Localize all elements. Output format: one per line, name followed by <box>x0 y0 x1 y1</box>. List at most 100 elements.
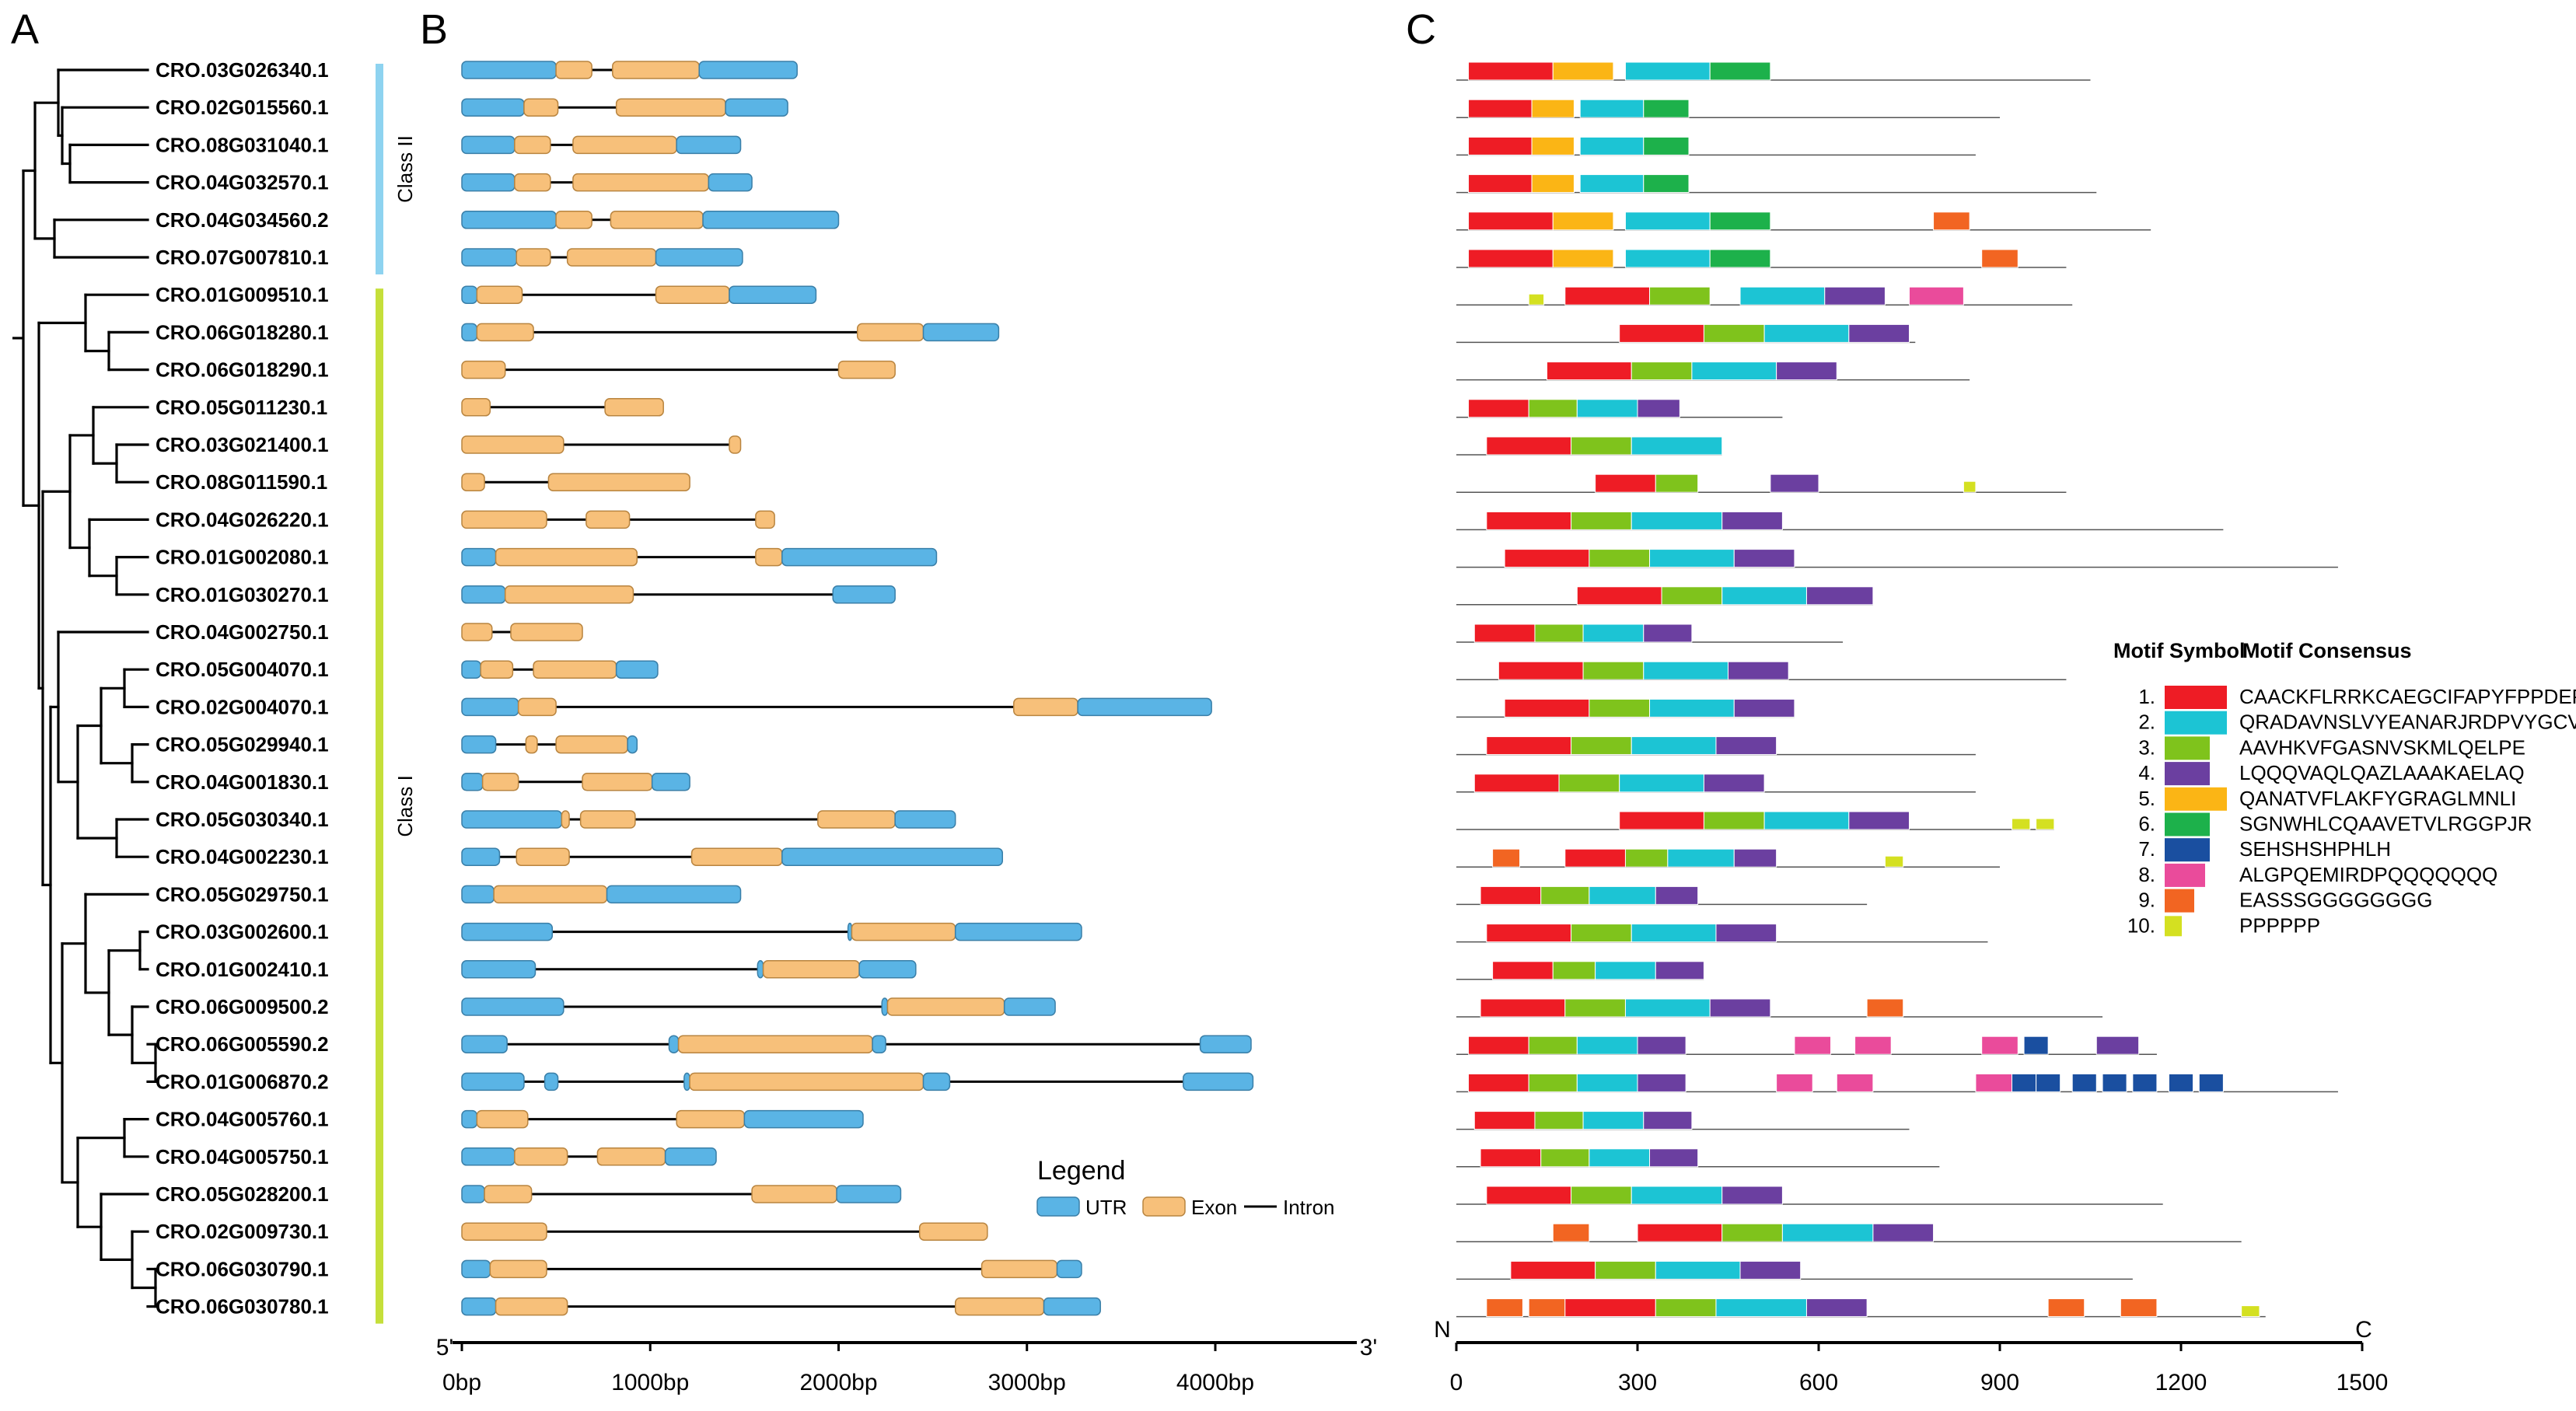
utr-segment <box>461 211 557 229</box>
motif-2-box <box>1589 1148 1651 1168</box>
motif-2-box <box>1589 885 1656 905</box>
motif-4-box <box>1655 961 1704 980</box>
motif-row <box>1456 549 2338 568</box>
motif-2-box <box>1649 698 1735 718</box>
motif-4-box <box>1721 1186 1783 1205</box>
utr-segment <box>1003 997 1056 1016</box>
utr-segment <box>461 173 516 192</box>
motif-2-box <box>1579 136 1645 155</box>
gene-structure-row <box>461 885 742 904</box>
utr-segment <box>702 211 840 229</box>
gene-label: CRO.01G002410.1 <box>156 958 329 981</box>
gene-structure-row <box>461 1072 1254 1091</box>
gene-structure-row <box>461 1222 988 1241</box>
panel-c-letter: C <box>1406 6 1436 53</box>
motif-6-box <box>1643 174 1690 194</box>
exon-segment <box>555 61 592 79</box>
motif-6-box <box>1709 249 1771 268</box>
motif-3-box <box>1564 998 1626 1018</box>
motif-legend-number: 2. <box>2138 711 2155 734</box>
motif-4-box <box>1715 924 1777 943</box>
motif-row <box>1456 1073 2338 1093</box>
motif-1-box <box>1468 249 1554 268</box>
motif-axis-tick-label: 1500 <box>2337 1370 2389 1395</box>
exon-segment <box>561 810 570 829</box>
gene-label: CRO.01G009510.1 <box>156 283 329 306</box>
gene-structure-row <box>461 323 1000 342</box>
motif-2-box <box>1582 623 1645 643</box>
utr-segment <box>461 922 554 941</box>
panel-a-letter: A <box>11 6 39 53</box>
motif-8-box <box>1909 286 1964 306</box>
gene-structure-row <box>461 360 896 379</box>
motif-row <box>1456 848 2000 868</box>
gene-label: CRO.04G005750.1 <box>156 1145 329 1168</box>
motif-6-box <box>1709 211 1771 231</box>
utr-segment <box>461 61 557 79</box>
utr-segment <box>1056 1259 1082 1279</box>
utr-segment <box>461 960 537 979</box>
motif-2-box <box>1631 436 1723 456</box>
motif-2-box <box>1691 361 1777 381</box>
motif-legend-swatch <box>2165 787 2227 811</box>
motif-5-box <box>1552 61 1614 81</box>
motif-4-box <box>1776 361 1837 381</box>
motif-2-box <box>1721 586 1807 606</box>
exon-segment <box>504 585 634 604</box>
gene-structure-row <box>461 773 690 791</box>
motif-2-box <box>1624 998 1711 1018</box>
motif-3-box <box>1571 436 1632 456</box>
motif-4-box <box>1728 661 1789 680</box>
motif-2-box <box>1655 1260 1741 1280</box>
exon-segment <box>851 922 956 941</box>
motif-6-box <box>1643 136 1690 155</box>
motif-1-box <box>1486 511 1572 530</box>
gene-structure-row <box>461 922 1082 941</box>
gene-structure-row <box>461 847 1003 866</box>
motif-legend-number: 6. <box>2138 812 2155 836</box>
motif-1-box <box>1564 286 1651 306</box>
gene-structure-row <box>461 547 938 567</box>
motif-2-box <box>1576 399 1638 418</box>
motif-9-box <box>2120 1298 2158 1318</box>
gene-label: CRO.03G021400.1 <box>156 433 329 456</box>
motif-1-box <box>1619 323 1704 343</box>
gene-structure-axis: 0bp 1000bp 2000bp 3000bp 4000bp 5' 3' <box>436 1335 1377 1395</box>
gene-structure-row <box>461 135 742 155</box>
motif-row <box>1456 1298 2266 1318</box>
motif-2-box <box>1739 286 1826 306</box>
exon-segment <box>517 697 557 717</box>
motif-row <box>1456 1223 2242 1242</box>
exon-segment <box>514 135 551 155</box>
motif-row <box>1456 249 2067 268</box>
legend-title: Legend <box>1037 1156 1125 1186</box>
gene-label-list: CRO.03G026340.1 CRO.02G015560.1 CRO.08G031… <box>156 58 329 1318</box>
gene-label: CRO.05G030340.1 <box>156 808 329 831</box>
motif-4-box <box>1703 774 1765 793</box>
exon-segment <box>615 98 726 117</box>
legend-exon-swatch <box>1142 1196 1186 1217</box>
motif-row <box>1456 698 1795 718</box>
motif-1-box <box>1473 774 1560 793</box>
exon-segment <box>514 1147 568 1166</box>
exon-segment <box>495 547 638 567</box>
motif-4-box <box>1848 811 1910 830</box>
exon-segment <box>729 435 742 454</box>
motif-legend-consensus: LQQQVAQLQAZLAAAKAELAQ <box>2239 761 2525 784</box>
utr-segment <box>954 922 1082 941</box>
motif-1-box <box>1480 885 1542 905</box>
gs-axis-tick-label: 2000bp <box>799 1370 877 1395</box>
motif-3-box <box>1703 811 1765 830</box>
motif-row <box>1456 586 1874 606</box>
motif-8-box <box>1975 1073 2013 1092</box>
motif-1-box <box>1564 848 1626 868</box>
utr-segment <box>1199 1035 1252 1053</box>
motif-row <box>1456 1186 2163 1205</box>
exon-segment <box>676 1109 746 1129</box>
gene-label: CRO.06G030780.1 <box>156 1295 329 1318</box>
motif-3-box <box>1534 623 1584 643</box>
utr-segment <box>461 285 478 304</box>
utr-segment <box>922 1072 951 1091</box>
utr-segment <box>627 735 638 754</box>
motif-legend-number: 3. <box>2138 735 2155 759</box>
